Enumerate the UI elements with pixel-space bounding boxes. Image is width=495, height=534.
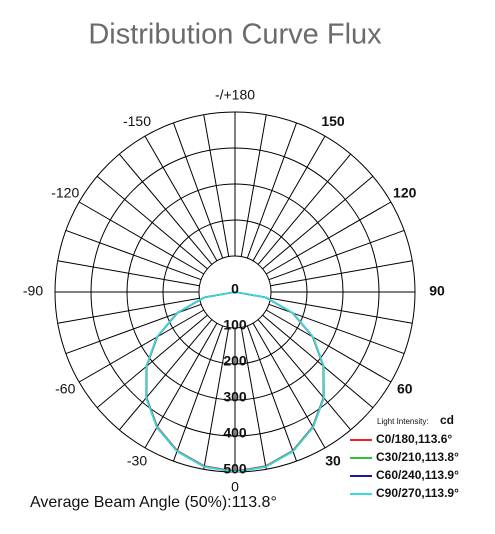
subtitle: Average Beam Angle (50%):113.8°	[30, 494, 277, 511]
theta-tick-label: -150	[123, 113, 151, 129]
r-tick-label: 500	[223, 461, 247, 477]
legend-label: C90/270,113.9°	[376, 486, 459, 500]
theta-tick-label: 150	[321, 113, 345, 129]
theta-tick-label: 120	[393, 185, 417, 201]
grid-circle	[126, 183, 344, 401]
legend-label: C0/180,113.6°	[376, 432, 452, 446]
theta-tick-label: -120	[51, 185, 79, 201]
grid-circle	[90, 147, 380, 437]
theta-tick-label: -60	[55, 381, 75, 397]
r-tick-label: 300	[223, 389, 247, 405]
theta-tick-label: 60	[397, 381, 413, 397]
chart-title: Distribution Curve Flux	[88, 19, 382, 51]
legend-unit: cd	[440, 413, 454, 427]
curve	[145, 291, 325, 473]
grid-circle	[162, 219, 308, 365]
legend-label: C30/210,113.8°	[376, 450, 459, 464]
theta-tick-label: -90	[23, 283, 43, 299]
theta-tick-label: 90	[429, 283, 445, 299]
theta-tick-label: -30	[127, 452, 147, 468]
r-tick-label: 100	[223, 317, 247, 333]
r-tick-label: 400	[223, 425, 247, 441]
theta-tick-label: 30	[325, 452, 341, 468]
theta-tick-label: 0	[231, 479, 239, 495]
r-tick-label: 0	[231, 281, 239, 297]
grid-circle	[198, 255, 272, 329]
legend-label: C60/240,113.9°	[376, 468, 459, 482]
r-tick-label: 200	[223, 353, 247, 369]
theta-tick-label: -/+180	[215, 87, 255, 103]
legend-title: Light Intensity:	[377, 417, 429, 426]
